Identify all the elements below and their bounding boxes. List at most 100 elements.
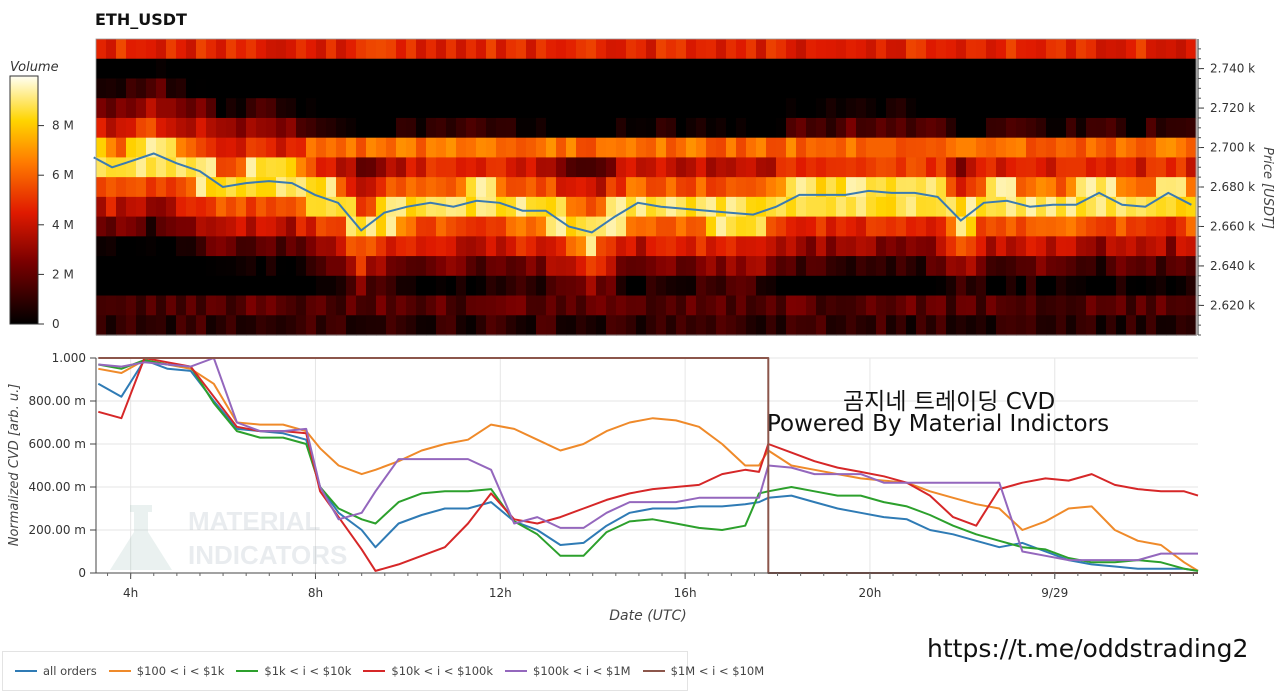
heatmap-cell [476,216,487,237]
heatmap-cell [786,275,797,297]
heatmap-cell [626,58,637,80]
heatmap-cell [226,295,237,316]
colorbar-ticks: 8 M6 M4 M2 M0 [38,119,74,331]
heatmap-cell [836,137,847,158]
heatmap-cell [326,157,337,178]
colorbar-tick-label: 6 M [52,168,74,182]
legend-item[interactable]: $1M < i < $10M [642,664,764,678]
heatmap-cell [686,315,697,336]
heatmap-cell [746,177,757,198]
heatmap-cell [846,275,857,297]
legend-item[interactable]: $100 < i < $1k [108,664,224,678]
heatmap-cell [286,78,297,99]
heatmap-cell [226,39,237,60]
heatmap-cell [766,157,777,178]
heatmap-cell [1136,58,1147,80]
heatmap-cell [486,236,497,257]
heatmap-cell [576,295,587,316]
heatmap-cell [706,236,717,257]
heatmap-cell [826,137,837,158]
heatmap-cell [386,157,397,178]
heatmap-cell [1106,295,1117,316]
heatmap-cell [516,177,527,198]
heatmap-cell [626,137,637,158]
heatmap-cell [646,315,657,336]
legend-item[interactable]: $100k < i < $1M [505,664,631,678]
heatmap-cell [526,256,537,277]
heatmap-cell [186,39,197,60]
heatmap-cell [176,295,187,316]
heatmap-cell [776,98,787,119]
heatmap-cell [276,39,287,60]
heatmap-cell [516,315,527,336]
heatmap-cell [686,98,697,119]
heatmap-cell [906,78,917,99]
heatmap-cell [316,137,327,158]
heatmap-cell [646,58,657,80]
heatmap-cell [616,78,627,99]
heatmap-cell [886,295,897,316]
heatmap-cell [136,275,147,297]
heatmap-cell [1176,117,1187,139]
heatmap-cell [596,236,607,257]
heatmap-cell [646,275,657,297]
cvd-x-tick-label: 4h [123,586,138,600]
heatmap-cell [916,78,927,99]
heatmap-cell [246,39,257,60]
heatmap-cell [626,78,637,99]
heatmap-cell [246,295,257,316]
heatmap-cell [1176,315,1187,336]
heatmap-cell [1106,256,1117,277]
heatmap-cell [906,117,917,139]
heatmap-cell [456,78,467,99]
heatmap-cell [1016,216,1027,237]
legend-label: $10k < i < $100k [391,664,494,678]
heatmap-cell [146,315,157,336]
heatmap-cell [456,196,467,218]
heatmap-cell [176,196,187,218]
legend-item[interactable]: $10k < i < $100k [363,664,493,678]
heatmap-cell [356,157,367,178]
telegram-link[interactable]: https://t.me/oddstrading2 [927,634,1249,663]
heatmap-cell [236,315,247,336]
heatmap-cell [816,236,827,257]
heatmap-cell [936,275,947,297]
heatmap-cell [196,236,207,257]
heatmap-cell [326,315,337,336]
legend-label: $100k < i < $1M [533,664,631,678]
heatmap-cell [396,117,407,139]
heatmap-cell [506,39,517,60]
heatmap-cell [586,58,597,80]
heatmap-cell [746,137,757,158]
heatmap-cell [136,39,147,60]
heatmap-cell [436,196,447,218]
heatmap-cell [1066,275,1077,297]
heatmap-cell [216,58,227,80]
heatmap-cell [1046,117,1057,139]
heatmap-cell [176,39,187,60]
heatmap-cell [626,98,637,119]
heatmap-cell [706,256,717,277]
heatmap-cell [376,315,387,336]
heatmap-cell [586,295,597,316]
legend-item[interactable]: all orders [15,664,97,678]
heatmap-cell [176,117,187,139]
heatmap-cell [406,256,417,277]
heatmap-cell [836,196,847,218]
heatmap-cell [356,39,367,60]
heatmap-cell [606,216,617,237]
heatmap-cell [916,137,927,158]
legend-item[interactable]: $1k < i < $10k [236,664,351,678]
heatmap-cell [906,157,917,178]
orderbook-heatmap[interactable]: Volume 8 M6 M4 M2 M0 2.740 k2.720 k2.700… [0,0,1280,345]
heatmap-cell [966,78,977,99]
heatmap-cell [166,236,177,257]
heatmap-cell [166,196,177,218]
heatmap-cell [736,295,747,316]
heatmap-cell [686,256,697,277]
heatmap-cell [836,98,847,119]
heatmap-cell [866,295,877,316]
heatmap-cell [276,216,287,237]
heatmap-cell [426,39,437,60]
